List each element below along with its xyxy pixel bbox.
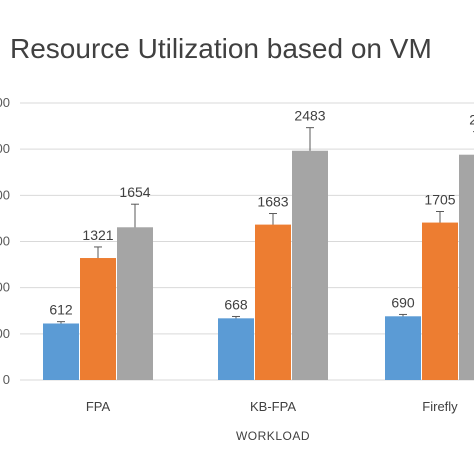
data-label: 1705 xyxy=(424,191,455,207)
bar xyxy=(459,154,474,380)
y-tick-label: 00 xyxy=(0,95,10,110)
bar xyxy=(292,150,328,380)
y-tick-label: 00 xyxy=(0,234,10,249)
bar xyxy=(422,222,458,380)
x-axis-label: WORKLOAD xyxy=(236,429,310,443)
y-tick-label: 0 xyxy=(3,372,10,387)
bars xyxy=(43,150,474,380)
x-tick-label: KB-FPA xyxy=(250,399,296,414)
data-label: 612 xyxy=(49,302,73,318)
data-label: 24 xyxy=(469,112,474,128)
data-labels: 612 1321 1654 668 1683 2483 690 1705 24 xyxy=(49,108,474,318)
data-label: 1321 xyxy=(82,227,113,243)
bar xyxy=(80,258,116,380)
data-label: 2483 xyxy=(294,108,325,124)
bar xyxy=(218,318,254,380)
y-tick-label: 00 xyxy=(0,141,10,156)
chart-title: Resource Utilization based on VM xyxy=(10,33,432,64)
y-axis-ticks: 0000000000000 xyxy=(0,95,10,387)
bar xyxy=(385,316,421,380)
data-label: 668 xyxy=(224,296,248,312)
data-label: 1654 xyxy=(119,184,150,200)
bar xyxy=(43,323,79,380)
data-label: 1683 xyxy=(257,194,288,210)
x-axis-categories: FPA KB-FPA Firefly xyxy=(86,399,458,414)
bar xyxy=(117,227,153,380)
y-tick-label: 00 xyxy=(0,326,10,341)
x-tick-label: Firefly xyxy=(422,399,458,414)
y-tick-label: 00 xyxy=(0,280,10,295)
x-tick-label: FPA xyxy=(86,399,111,414)
y-tick-label: 00 xyxy=(0,187,10,202)
bar xyxy=(255,224,291,380)
data-label: 690 xyxy=(391,294,415,310)
